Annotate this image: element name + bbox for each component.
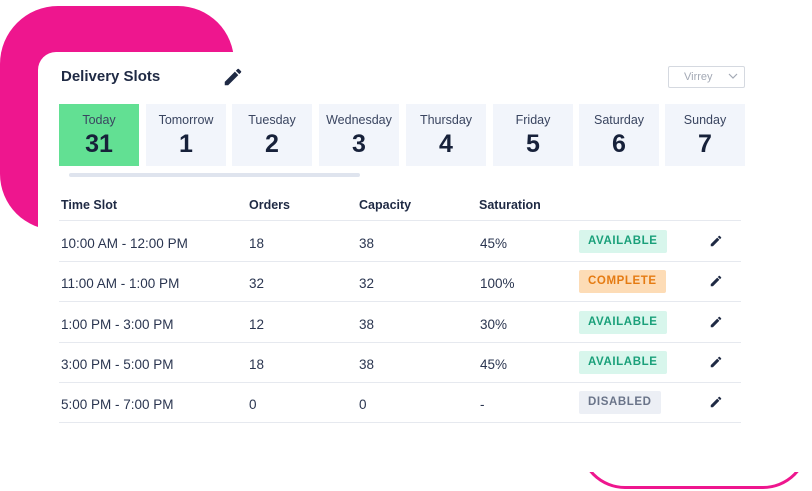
day-number: 7 [698,130,712,158]
table-row: 1:00 PM - 3:00 PM 12 38 30% AVAILABLE [59,303,741,343]
saturation-cell: 45% [480,236,508,251]
day-name: Sunday [683,113,727,127]
day-name: Tuesday [248,113,296,127]
pencil-icon[interactable] [222,66,244,88]
column-header-orders: Orders [249,198,290,212]
table-row: 11:00 AM - 1:00 PM 32 32 100% COMPLETE [59,262,741,302]
day-number: 1 [179,130,193,158]
day-tab[interactable]: Tomorrow 1 [146,104,226,166]
capacity-cell: 38 [359,357,375,372]
pencil-icon[interactable] [709,395,723,409]
chevron-down-icon [727,70,739,82]
table-row: 5:00 PM - 7:00 PM 0 0 - DISABLED [59,383,741,423]
orders-cell: 18 [249,357,265,372]
day-number: 6 [612,130,626,158]
day-name: Tomorrow [158,113,214,127]
column-header-time-slot: Time Slot [61,198,118,212]
pencil-icon[interactable] [709,274,723,288]
day-number: 5 [526,130,540,158]
status-badge: AVAILABLE [579,351,667,374]
day-name: Thursday [419,113,473,127]
status-badge: AVAILABLE [579,230,667,253]
day-tab[interactable]: Tuesday 2 [232,104,312,166]
day-number: 4 [439,130,453,158]
capacity-cell: 32 [359,276,375,291]
orders-cell: 12 [249,317,265,332]
day-number: 2 [265,130,279,158]
saturation-cell: 100% [480,276,515,291]
status-badge: AVAILABLE [579,311,667,334]
row-divider [59,301,741,302]
saturation-cell: 30% [480,317,508,332]
status-badge: COMPLETE [579,270,666,293]
store-select-value: Virrey [684,71,713,83]
table-row: 10:00 AM - 12:00 PM 18 38 45% AVAILABLE [59,222,741,262]
day-number: 31 [85,130,113,158]
day-tab[interactable]: Friday 5 [493,104,573,166]
column-header-capacity: Capacity [359,198,412,212]
day-tabs: Today 31 Tomorrow 1 Tuesday 2 Wednesday … [59,104,749,166]
orders-cell: 18 [249,236,265,251]
row-divider [59,342,741,343]
day-tab[interactable]: Today 31 [59,104,139,166]
saturation-cell: 45% [480,357,508,372]
store-select[interactable]: Virrey [668,66,745,88]
time-slot-cell: 11:00 AM - 1:00 PM [61,276,180,291]
status-badge: DISABLED [579,391,661,414]
day-tab[interactable]: Sunday 7 [665,104,745,166]
day-tabs-scrollbar[interactable] [69,173,360,177]
day-tab[interactable]: Thursday 4 [406,104,486,166]
row-divider [59,261,741,262]
row-divider [59,422,741,423]
panel-title: Delivery Slots [61,68,161,85]
time-slot-cell: 5:00 PM - 7:00 PM [61,397,174,412]
time-slot-cell: 1:00 PM - 3:00 PM [61,317,174,332]
capacity-cell: 38 [359,236,375,251]
day-name: Friday [515,113,551,127]
saturation-cell: - [480,397,485,412]
capacity-cell: 38 [359,317,375,332]
day-tab[interactable]: Saturday 6 [579,104,659,166]
pencil-icon[interactable] [709,355,723,369]
day-number: 3 [352,130,366,158]
day-name: Wednesday [326,113,392,127]
capacity-cell: 0 [359,397,367,412]
time-slot-cell: 10:00 AM - 12:00 PM [61,236,188,251]
time-slot-cell: 3:00 PM - 5:00 PM [61,357,174,372]
orders-cell: 0 [249,397,257,412]
column-header-saturation: Saturation [479,198,541,212]
pencil-icon[interactable] [709,234,723,248]
table-header: Time Slot Orders Capacity Saturation [61,198,741,218]
day-tab[interactable]: Wednesday 3 [319,104,399,166]
table-row: 3:00 PM - 5:00 PM 18 38 45% AVAILABLE [59,343,741,383]
table-header-divider [59,220,741,221]
row-divider [59,382,741,383]
day-name: Today [82,113,116,127]
day-name: Saturday [593,113,645,127]
pencil-icon[interactable] [709,315,723,329]
orders-cell: 32 [249,276,265,291]
